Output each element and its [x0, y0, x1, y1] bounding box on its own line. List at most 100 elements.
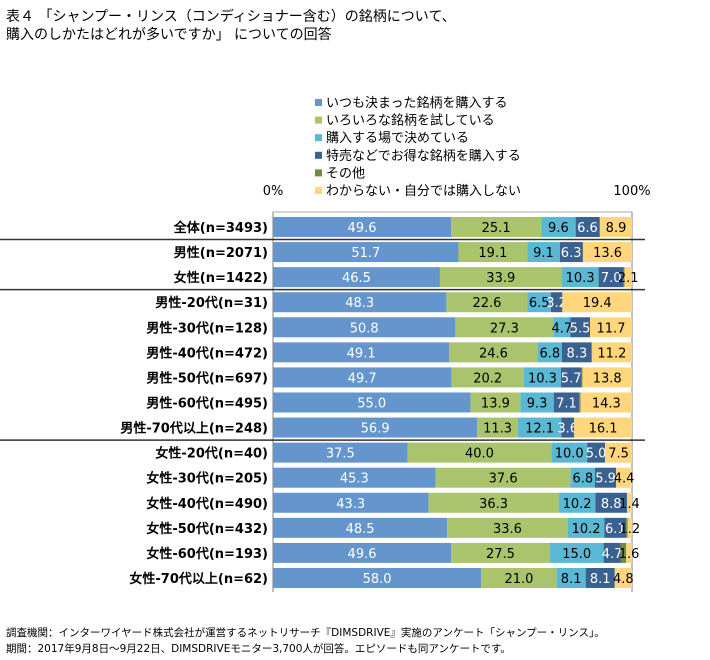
data-label: 5.7: [561, 371, 582, 386]
bar-segment: [603, 542, 621, 563]
bar-segment: [451, 367, 524, 388]
data-label: 13.6: [593, 246, 622, 261]
bar-segment: [560, 367, 582, 388]
data-label: 7.5: [608, 447, 629, 462]
legend-swatch: [315, 169, 322, 177]
bar-segment: [273, 517, 448, 538]
data-label: 6.6: [577, 221, 598, 236]
data-label: 56.9: [361, 422, 390, 437]
data-label: 21.0: [504, 572, 533, 587]
legend-label: いつも決まった銘柄を購入する: [326, 96, 507, 111]
bar-segment: [553, 317, 571, 338]
data-label: 6.3: [561, 246, 582, 261]
data-label: 22.6: [472, 296, 501, 311]
data-label: 50.8: [350, 321, 379, 336]
bar-segment: [582, 367, 632, 388]
bar-segment: [574, 417, 632, 438]
data-label: 15.0: [562, 547, 591, 562]
category-label: 男性-20代(n=31): [155, 295, 268, 311]
category-label: 男性(n=2071): [174, 245, 268, 261]
data-label: 9.3: [527, 396, 548, 411]
title-line-2: 購入のしかたはどれが多いですか」 についての回答: [6, 27, 332, 43]
bar-segment: [273, 242, 459, 263]
bar-segment: [458, 242, 528, 263]
data-label: 8.1: [561, 572, 582, 587]
data-label: 14.3: [592, 396, 621, 411]
bar-segment: [595, 467, 617, 488]
data-label: 7.1: [556, 396, 577, 411]
data-label: 37.5: [326, 447, 355, 462]
bar-segment: [273, 442, 408, 463]
chart-title: 表４ 「シャンプー・リンス（コンディショナー含む）の銘柄について、 購入のしかた…: [6, 8, 456, 44]
category-label: 女性-30代(n=205): [146, 471, 268, 487]
category-label: 男性-40代(n=472): [146, 345, 268, 361]
bar-segment: [570, 467, 596, 488]
data-label: 49.1: [347, 346, 376, 361]
category-label: 全体(n=3493): [173, 220, 268, 236]
bar-segment: [583, 242, 632, 263]
legend-label: いろいろな銘柄を試している: [326, 113, 495, 129]
bar-segment: [620, 542, 627, 563]
bar-segment: [605, 442, 632, 463]
legend-label: わからない・自分では購入しない: [326, 184, 521, 199]
data-label: 3.2: [546, 296, 567, 311]
bar-segment: [477, 417, 518, 438]
category-label: 男性-60代(n=495): [146, 395, 268, 411]
bar-segment: [435, 467, 571, 488]
category-label: 男性-50代(n=697): [146, 370, 268, 386]
bar-segment: [517, 417, 562, 438]
data-label: 1.4: [619, 497, 640, 512]
bar-segment: [541, 217, 576, 237]
data-label: 6.5: [529, 296, 550, 311]
bar-segment: [598, 267, 624, 288]
data-label: 12.1: [525, 422, 554, 437]
bar-segment: [558, 492, 596, 513]
data-label: 9.1: [533, 246, 554, 261]
legend-label: 購入する場で決めている: [326, 131, 469, 146]
bar-segment: [624, 267, 632, 288]
bar-segment: [481, 567, 557, 588]
bar-segment: [561, 417, 575, 438]
data-label: 16.1: [589, 422, 618, 437]
data-label: 1.6: [619, 547, 640, 562]
data-label: 49.6: [348, 547, 377, 562]
data-label: 10.3: [566, 271, 595, 286]
bar-segment: [559, 242, 583, 263]
bar-segment: [446, 292, 528, 313]
data-label: 4.7: [602, 547, 623, 562]
bar-segment: [567, 517, 605, 538]
data-label: 8.9: [606, 221, 627, 236]
footer-source: 調査機関：インターワイヤード株式会社が運営するネットリサーチ『DIMSDRIVE…: [6, 627, 605, 639]
category-label: 女性-70代以上(n=62): [129, 571, 268, 587]
bar-segment: [449, 342, 538, 363]
bar-segment: [447, 517, 568, 538]
bar-segment: [273, 267, 440, 288]
bar-segment: [527, 292, 551, 313]
data-label: 7.0: [601, 271, 622, 286]
data-label: 45.3: [340, 472, 369, 487]
bar-segment: [273, 217, 452, 237]
bar-segment: [616, 467, 632, 488]
data-label: 25.1: [482, 221, 511, 236]
data-label: 13.9: [481, 396, 510, 411]
bar-segment: [591, 342, 632, 363]
data-label: 10.0: [555, 447, 584, 462]
category-label: 女性(n=1422): [174, 270, 268, 286]
data-label: 6.8: [572, 472, 593, 487]
data-label: 11.2: [597, 346, 626, 361]
data-label: 5.9: [595, 472, 616, 487]
data-label: 24.6: [479, 346, 508, 361]
data-label: 6.8: [539, 346, 560, 361]
bar-segment: [556, 567, 586, 588]
bar-segment: [627, 517, 632, 538]
data-label: 27.3: [490, 321, 519, 336]
bar-segment: [549, 542, 604, 563]
category-label: 女性-20代(n=40): [155, 446, 268, 462]
bar-segment: [273, 392, 471, 413]
bar-segment: [451, 217, 542, 237]
bar-segment: [581, 367, 583, 388]
data-label: 40.0: [465, 447, 494, 462]
bar-segment: [561, 342, 592, 363]
data-label: 13.8: [593, 371, 622, 386]
